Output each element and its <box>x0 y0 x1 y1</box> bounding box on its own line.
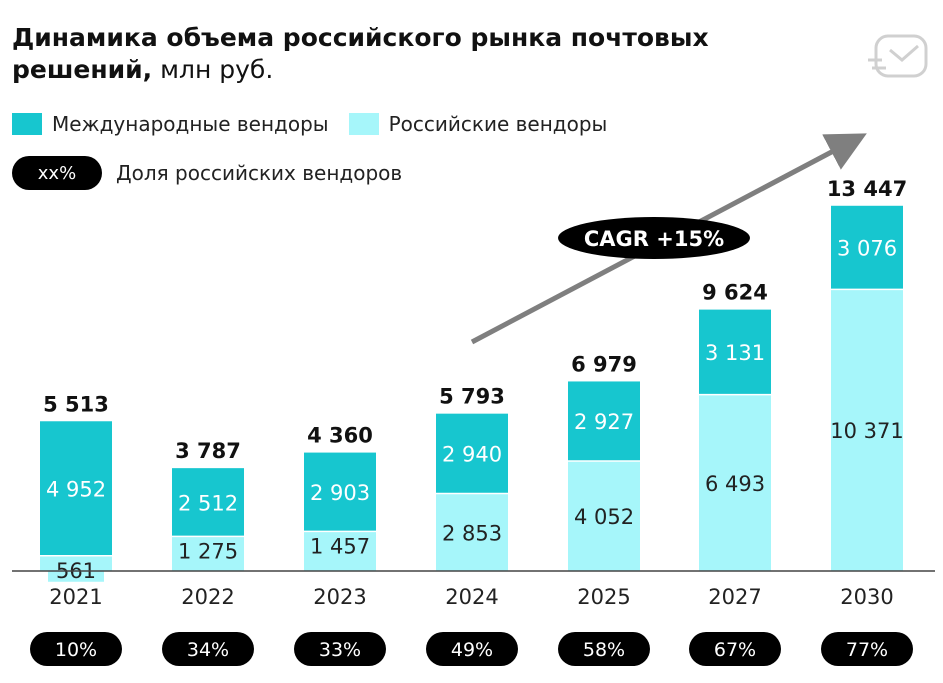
share-label-2030: 77% <box>846 639 888 661</box>
bar-international-2030 <box>831 205 903 290</box>
total-label-2023: 4 360 <box>307 424 373 448</box>
legend-share-label: Доля российских вендоров <box>116 161 403 185</box>
bar-international-2022 <box>172 468 244 537</box>
total-label-2027: 9 624 <box>702 281 768 305</box>
label-bg-russian-2021 <box>48 557 104 582</box>
chart-title: Динамика объема российского рынка почтов… <box>12 22 709 86</box>
legend-swatch-russian <box>348 113 379 135</box>
bar-international-2027 <box>699 309 771 395</box>
bar-international-2021 <box>40 421 112 556</box>
title-line-2: решений, <box>12 55 153 84</box>
label-international-2027: 3 131 <box>705 341 765 365</box>
bar-russian-2025 <box>568 460 640 571</box>
label-russian-2023: 1 457 <box>310 534 370 558</box>
share-label-2025: 58% <box>583 639 625 661</box>
x-tick-2027: 2027 <box>708 585 761 609</box>
share-label-2027: 67% <box>714 639 756 661</box>
bar-international-2024 <box>436 413 508 494</box>
share-badge-2027 <box>689 632 781 666</box>
share-badge-2024 <box>426 632 518 666</box>
total-label-2030: 13 447 <box>827 177 907 201</box>
share-badge-2021 <box>30 632 122 666</box>
label-international-2022: 2 512 <box>178 491 238 515</box>
share-badge-2022 <box>162 632 254 666</box>
mail-icon <box>868 34 928 78</box>
label-russian-2030: 10 371 <box>830 419 903 443</box>
legend-label-international: Международные вендоры <box>52 112 329 136</box>
x-tick-2022: 2022 <box>181 585 234 609</box>
label-russian-2027: 6 493 <box>705 472 765 496</box>
total-label-2025: 6 979 <box>571 352 637 376</box>
label-international-2030: 3 076 <box>837 237 897 261</box>
label-international-2025: 2 927 <box>574 410 634 434</box>
bar-russian-2030 <box>831 289 903 571</box>
legend-share-badge: xx% <box>12 156 102 190</box>
label-russian-2022: 1 275 <box>178 539 238 563</box>
cagr-badge: CAGR +15% <box>558 217 750 259</box>
total-label-2021: 5 513 <box>43 392 109 416</box>
share-label-2021: 10% <box>55 639 97 661</box>
x-tick-2025: 2025 <box>577 585 630 609</box>
title-unit: млн руб. <box>152 55 274 84</box>
cagr-label: CAGR +15% <box>584 227 724 251</box>
bar-international-2023 <box>304 452 376 532</box>
share-label-2022: 34% <box>187 639 229 661</box>
x-tick-2024: 2024 <box>445 585 498 609</box>
bar-russian-2024 <box>436 493 508 571</box>
label-international-2021: 4 952 <box>46 478 106 502</box>
share-badge-2023 <box>294 632 386 666</box>
title-line-1: Динамика объема российского рынка почтов… <box>12 23 709 52</box>
label-bg-russian-2022 <box>180 538 236 563</box>
label-international-2024: 2 940 <box>442 443 502 467</box>
label-bg-russian-2023 <box>312 533 368 558</box>
legend-swatch-international <box>12 113 42 135</box>
total-label-2024: 5 793 <box>439 385 505 409</box>
bar-russian-2027 <box>699 394 771 571</box>
legend: Международные вендоры Российские вендоры <box>12 112 607 136</box>
label-russian-2025: 4 052 <box>574 505 634 529</box>
bar-international-2025 <box>568 381 640 461</box>
x-tick-2021: 2021 <box>49 585 102 609</box>
x-tick-2030: 2030 <box>840 585 893 609</box>
share-label-2024: 49% <box>451 639 493 661</box>
label-international-2023: 2 903 <box>310 481 370 505</box>
share-label-2023: 33% <box>319 639 361 661</box>
legend-share: xx% Доля российских вендоров <box>12 156 402 190</box>
total-label-2022: 3 787 <box>175 439 241 463</box>
legend-label-russian: Российские вендоры <box>388 112 608 136</box>
share-badge-2030 <box>821 632 913 666</box>
label-russian-2024: 2 853 <box>442 521 502 545</box>
share-badge-2025 <box>558 632 650 666</box>
x-tick-2023: 2023 <box>313 585 366 609</box>
